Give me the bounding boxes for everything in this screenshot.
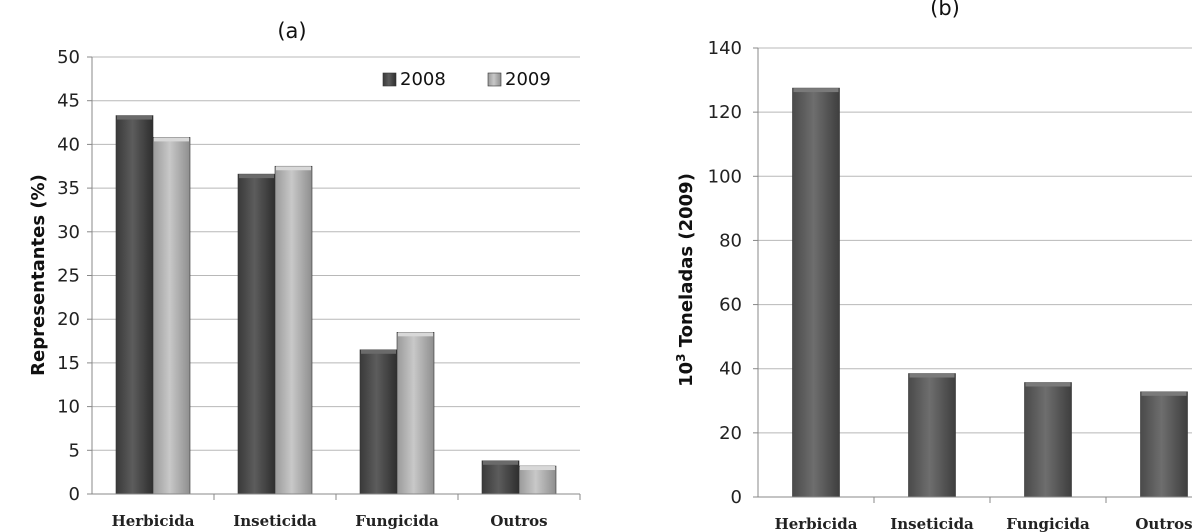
y-tick-label: 15 — [57, 353, 80, 374]
y-tick-label: 40 — [719, 359, 742, 380]
panel-a-x-axis — [91, 57, 581, 500]
category-label: Herbicida — [775, 515, 858, 532]
y-tick-label: 50 — [57, 47, 80, 68]
bar-2009-fungicida — [396, 332, 435, 495]
legend-swatch-2009 — [487, 72, 502, 87]
panel-b-y-axis-title-super: 3 — [674, 354, 688, 362]
panel-a-bars — [115, 115, 557, 495]
bar-top-highlight — [520, 466, 555, 471]
category-label: Inseticida — [890, 515, 974, 532]
bar-2008-herbicida — [115, 115, 154, 495]
panel-b-bars — [792, 87, 1188, 498]
y-tick-label: 20 — [57, 309, 80, 330]
bar-top-highlight — [909, 373, 955, 378]
bar-top-highlight — [1025, 382, 1071, 387]
y-tick-label: 140 — [708, 38, 742, 59]
bar-inseticida — [908, 373, 956, 498]
y-tick-label: 100 — [708, 166, 742, 187]
bar-top-highlight — [361, 349, 396, 354]
y-tick-label: 20 — [719, 423, 742, 444]
bar-2009-outros — [518, 465, 557, 495]
bar-top-highlight — [276, 166, 311, 171]
category-label: Herbicida — [112, 512, 195, 530]
bar-2009-inseticida — [274, 165, 313, 495]
bar-top-highlight — [1141, 391, 1187, 396]
y-tick-label: 30 — [57, 222, 80, 243]
bar-herbicida — [792, 87, 840, 498]
panel-b-title: (b) — [930, 0, 960, 20]
y-tick-label: 60 — [719, 295, 742, 316]
bar-top-highlight — [117, 115, 152, 120]
y-tick-label: 0 — [731, 487, 742, 508]
y-tick-label: 120 — [708, 102, 742, 123]
category-label: Fungicida — [355, 512, 439, 530]
y-tick-label: 40 — [57, 134, 80, 155]
panel-b-y-axis-title-prefix: 10 — [676, 362, 697, 387]
y-tick-label: 10 — [57, 397, 80, 418]
y-tick-label: 25 — [57, 266, 80, 287]
legend-swatch-2008 — [382, 72, 397, 87]
panel-a-legend: 2008 2009 — [382, 69, 551, 90]
category-label: Inseticida — [233, 512, 317, 530]
panel-b-y-axis-title-rest: Toneladas (2009) — [676, 173, 697, 353]
bar-outros — [1140, 391, 1188, 498]
panel-a: (a) 0 5 10 15 20 25 30 35 40 45 50 Herbicida Inseti… — [28, 19, 581, 530]
legend-label-2008: 2008 — [400, 69, 446, 90]
y-tick-label: 0 — [69, 484, 80, 505]
bar-2009-herbicida — [152, 137, 191, 495]
panel-b-y-ticks: 0 20 40 60 80 100 120 140 — [708, 38, 758, 508]
bar-2008-outros — [481, 460, 520, 495]
panel-a-title: (a) — [277, 19, 306, 43]
y-tick-label: 5 — [69, 440, 80, 461]
panel-b-categories: Herbicida Inseticida Fungicida Outros — [775, 515, 1192, 532]
panel-b: (b) 0 20 40 60 80 100 120 140 Herbicida Insetici… — [674, 0, 1192, 532]
panel-b-x-axis — [757, 48, 1192, 503]
bar-fungicida — [1024, 382, 1072, 498]
bar-top-highlight — [154, 137, 189, 142]
y-tick-label: 80 — [719, 230, 742, 251]
bar-top-highlight — [398, 332, 433, 337]
panel-a-y-axis-title: Representantes (%) — [28, 174, 49, 376]
panel-a-y-ticks: 0 5 10 15 20 25 30 35 40 45 50 — [57, 47, 92, 505]
legend-label-2009: 2009 — [505, 69, 551, 90]
category-label: Outros — [490, 512, 547, 530]
category-label: Outros — [1135, 515, 1192, 532]
bar-top-highlight — [483, 460, 518, 465]
panel-a-categories: Herbicida Inseticida Fungicida Outros — [112, 512, 548, 530]
y-tick-label: 35 — [57, 178, 80, 199]
bar-2008-inseticida — [237, 173, 276, 495]
bar-top-highlight — [239, 174, 274, 179]
category-label: Fungicida — [1006, 515, 1090, 532]
bar-2008-fungicida — [359, 349, 398, 495]
y-tick-label: 45 — [57, 91, 80, 112]
bar-top-highlight — [793, 88, 839, 93]
panel-b-y-axis-title: 103 Toneladas (2009) — [674, 173, 697, 387]
